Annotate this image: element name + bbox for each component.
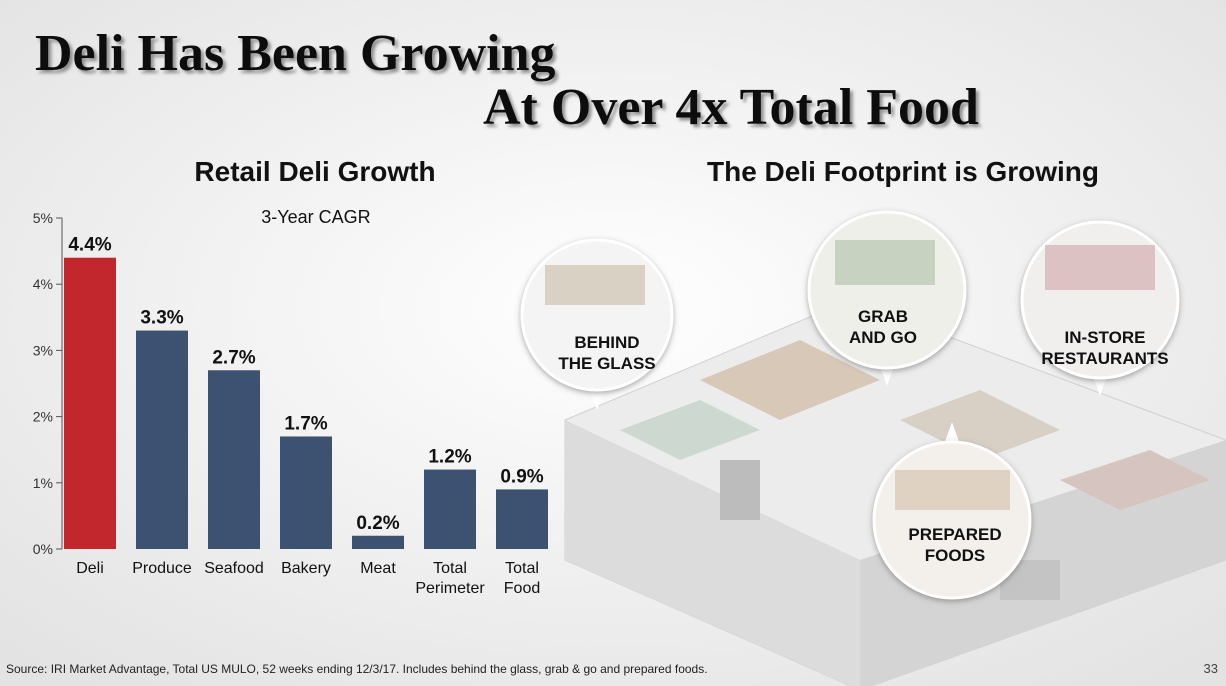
value-label: 4.4% bbox=[68, 235, 111, 256]
bar bbox=[64, 257, 116, 549]
source-note: Source: IRI Market Advantage, Total US M… bbox=[6, 662, 708, 676]
y-tick-label: 1% bbox=[33, 475, 53, 491]
callout-label: BEHIND bbox=[574, 333, 639, 352]
bar bbox=[496, 489, 548, 549]
callout-label: PREPARED bbox=[908, 525, 1001, 544]
callout-label: THE GLASS bbox=[558, 354, 655, 373]
bar bbox=[136, 330, 188, 549]
y-tick-label: 4% bbox=[33, 276, 53, 292]
y-tick-label: 0% bbox=[33, 541, 53, 557]
x-tick-label: Total Food bbox=[503, 560, 541, 597]
callout-behind-glass bbox=[520, 238, 674, 410]
right-heading: The Deli Footprint is Growing bbox=[707, 156, 1099, 187]
callout-label: RESTAURANTS bbox=[1041, 349, 1168, 368]
callout-label: FOODS bbox=[925, 546, 985, 565]
bar bbox=[352, 535, 404, 549]
value-label: 3.3% bbox=[140, 308, 183, 329]
x-tick-label: Produce bbox=[132, 560, 192, 577]
callout-label: GRAB bbox=[858, 307, 908, 326]
callout-label: AND GO bbox=[849, 328, 917, 347]
bar bbox=[424, 469, 476, 549]
x-tick-label: Bakery bbox=[281, 560, 331, 577]
x-tick-label: Deli bbox=[76, 560, 104, 577]
value-label: 1.7% bbox=[284, 413, 327, 434]
x-tick-label: Meat bbox=[360, 560, 396, 577]
value-label: 2.7% bbox=[212, 347, 255, 368]
chart-subtitle: 3-Year CAGR bbox=[261, 207, 370, 227]
y-tick-label: 2% bbox=[33, 409, 53, 425]
callout-label: IN-STORE bbox=[1065, 328, 1146, 347]
title-line-2: At Over 4x Total Food bbox=[483, 79, 979, 136]
page-number: 33 bbox=[1204, 661, 1218, 676]
bar bbox=[280, 436, 332, 549]
callout-restaurants bbox=[1020, 220, 1180, 396]
value-label: 0.2% bbox=[356, 513, 399, 534]
x-tick-label: Total Perimeter bbox=[415, 560, 485, 597]
callout-grab-go bbox=[807, 210, 967, 386]
y-tick-label: 5% bbox=[33, 210, 53, 226]
chart-title: Retail Deli Growth bbox=[194, 156, 435, 187]
x-tick-label: Seafood bbox=[204, 560, 264, 577]
value-label: 0.9% bbox=[500, 466, 543, 487]
y-tick-label: 3% bbox=[33, 342, 53, 358]
title-line-1: Deli Has Been Growing bbox=[35, 25, 555, 82]
callout-prepared bbox=[872, 422, 1032, 600]
bar bbox=[208, 370, 260, 549]
value-label: 1.2% bbox=[428, 447, 471, 468]
